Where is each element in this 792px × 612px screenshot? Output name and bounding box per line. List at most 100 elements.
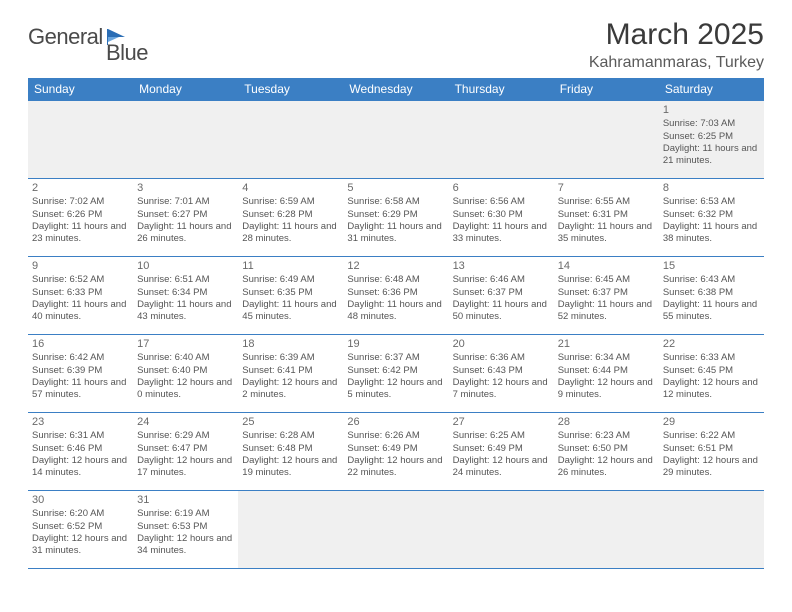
sunrise-label: Sunrise: 6:23 AM <box>558 430 655 442</box>
day-number: 27 <box>453 415 550 429</box>
daylight-label: Daylight: 12 hours and 29 minutes. <box>663 455 760 480</box>
daylight-label: Daylight: 11 hours and 45 minutes. <box>242 299 339 324</box>
daylight-label: Daylight: 11 hours and 57 minutes. <box>32 377 129 402</box>
day-number: 1 <box>663 103 760 117</box>
sunrise-label: Sunrise: 6:43 AM <box>663 274 760 286</box>
day-number: 20 <box>453 337 550 351</box>
day-cell: 9Sunrise: 6:52 AMSunset: 6:33 PMDaylight… <box>28 257 133 335</box>
sunset-label: Sunset: 6:27 PM <box>137 209 234 221</box>
sunset-label: Sunset: 6:30 PM <box>453 209 550 221</box>
sunset-label: Sunset: 6:49 PM <box>453 443 550 455</box>
sunset-label: Sunset: 6:33 PM <box>32 287 129 299</box>
calendar-table: SundayMondayTuesdayWednesdayThursdayFrid… <box>28 78 764 569</box>
empty-cell <box>28 101 133 179</box>
sunrise-label: Sunrise: 6:39 AM <box>242 352 339 364</box>
day-number: 7 <box>558 181 655 195</box>
day-number: 15 <box>663 259 760 273</box>
day-header-row: SundayMondayTuesdayWednesdayThursdayFrid… <box>28 78 764 101</box>
sunrise-label: Sunrise: 6:26 AM <box>347 430 444 442</box>
sunset-label: Sunset: 6:48 PM <box>242 443 339 455</box>
day-number: 13 <box>453 259 550 273</box>
sunset-label: Sunset: 6:31 PM <box>558 209 655 221</box>
daylight-label: Daylight: 11 hours and 31 minutes. <box>347 221 444 246</box>
sunset-label: Sunset: 6:28 PM <box>242 209 339 221</box>
week-row: 30Sunrise: 6:20 AMSunset: 6:52 PMDayligh… <box>28 491 764 569</box>
title-block: March 2025 Kahramanmaras, Turkey <box>589 18 764 72</box>
day-number: 4 <box>242 181 339 195</box>
daylight-label: Daylight: 12 hours and 14 minutes. <box>32 455 129 480</box>
daylight-label: Daylight: 12 hours and 19 minutes. <box>242 455 339 480</box>
empty-cell <box>343 491 448 569</box>
sunset-label: Sunset: 6:34 PM <box>137 287 234 299</box>
day-header: Monday <box>133 78 238 101</box>
daylight-label: Daylight: 12 hours and 12 minutes. <box>663 377 760 402</box>
daylight-label: Daylight: 12 hours and 24 minutes. <box>453 455 550 480</box>
daylight-label: Daylight: 12 hours and 9 minutes. <box>558 377 655 402</box>
day-header: Thursday <box>449 78 554 101</box>
day-number: 30 <box>32 493 129 507</box>
daylight-label: Daylight: 11 hours and 26 minutes. <box>137 221 234 246</box>
sunset-label: Sunset: 6:29 PM <box>347 209 444 221</box>
day-cell: 23Sunrise: 6:31 AMSunset: 6:46 PMDayligh… <box>28 413 133 491</box>
sunrise-label: Sunrise: 6:55 AM <box>558 196 655 208</box>
sunset-label: Sunset: 6:52 PM <box>32 521 129 533</box>
daylight-label: Daylight: 12 hours and 0 minutes. <box>137 377 234 402</box>
sunrise-label: Sunrise: 6:31 AM <box>32 430 129 442</box>
sunrise-label: Sunrise: 6:20 AM <box>32 508 129 520</box>
empty-cell <box>659 491 764 569</box>
location-label: Kahramanmaras, Turkey <box>589 54 764 72</box>
calendar-body: 1Sunrise: 7:03 AMSunset: 6:25 PMDaylight… <box>28 101 764 569</box>
sunset-label: Sunset: 6:39 PM <box>32 365 129 377</box>
week-row: 2Sunrise: 7:02 AMSunset: 6:26 PMDaylight… <box>28 179 764 257</box>
day-cell: 1Sunrise: 7:03 AMSunset: 6:25 PMDaylight… <box>659 101 764 179</box>
sunrise-label: Sunrise: 6:58 AM <box>347 196 444 208</box>
daylight-label: Daylight: 11 hours and 38 minutes. <box>663 221 760 246</box>
empty-cell <box>554 101 659 179</box>
day-number: 8 <box>663 181 760 195</box>
sunset-label: Sunset: 6:25 PM <box>663 131 760 143</box>
day-number: 24 <box>137 415 234 429</box>
day-number: 22 <box>663 337 760 351</box>
daylight-label: Daylight: 12 hours and 31 minutes. <box>32 533 129 558</box>
empty-cell <box>133 101 238 179</box>
day-cell: 4Sunrise: 6:59 AMSunset: 6:28 PMDaylight… <box>238 179 343 257</box>
sunset-label: Sunset: 6:42 PM <box>347 365 444 377</box>
sunrise-label: Sunrise: 6:51 AM <box>137 274 234 286</box>
daylight-label: Daylight: 12 hours and 7 minutes. <box>453 377 550 402</box>
day-cell: 16Sunrise: 6:42 AMSunset: 6:39 PMDayligh… <box>28 335 133 413</box>
day-cell: 31Sunrise: 6:19 AMSunset: 6:53 PMDayligh… <box>133 491 238 569</box>
empty-cell <box>554 491 659 569</box>
day-header: Saturday <box>659 78 764 101</box>
month-title: March 2025 <box>589 18 764 52</box>
sunrise-label: Sunrise: 6:37 AM <box>347 352 444 364</box>
empty-cell <box>238 491 343 569</box>
sunrise-label: Sunrise: 6:28 AM <box>242 430 339 442</box>
logo-blue-row: Blue <box>106 40 156 66</box>
day-header: Friday <box>554 78 659 101</box>
sunrise-label: Sunrise: 6:49 AM <box>242 274 339 286</box>
sunrise-label: Sunrise: 6:33 AM <box>663 352 760 364</box>
day-cell: 8Sunrise: 6:53 AMSunset: 6:32 PMDaylight… <box>659 179 764 257</box>
day-cell: 12Sunrise: 6:48 AMSunset: 6:36 PMDayligh… <box>343 257 448 335</box>
sunrise-label: Sunrise: 6:53 AM <box>663 196 760 208</box>
day-number: 19 <box>347 337 444 351</box>
day-cell: 19Sunrise: 6:37 AMSunset: 6:42 PMDayligh… <box>343 335 448 413</box>
day-header: Sunday <box>28 78 133 101</box>
day-cell: 11Sunrise: 6:49 AMSunset: 6:35 PMDayligh… <box>238 257 343 335</box>
day-cell: 24Sunrise: 6:29 AMSunset: 6:47 PMDayligh… <box>133 413 238 491</box>
day-header: Wednesday <box>343 78 448 101</box>
sunset-label: Sunset: 6:47 PM <box>137 443 234 455</box>
day-cell: 18Sunrise: 6:39 AMSunset: 6:41 PMDayligh… <box>238 335 343 413</box>
sunrise-label: Sunrise: 6:46 AM <box>453 274 550 286</box>
day-number: 9 <box>32 259 129 273</box>
daylight-label: Daylight: 12 hours and 5 minutes. <box>347 377 444 402</box>
day-number: 11 <box>242 259 339 273</box>
daylight-label: Daylight: 11 hours and 55 minutes. <box>663 299 760 324</box>
daylight-label: Daylight: 11 hours and 52 minutes. <box>558 299 655 324</box>
sunrise-label: Sunrise: 6:36 AM <box>453 352 550 364</box>
sunset-label: Sunset: 6:51 PM <box>663 443 760 455</box>
day-cell: 27Sunrise: 6:25 AMSunset: 6:49 PMDayligh… <box>449 413 554 491</box>
day-number: 26 <box>347 415 444 429</box>
daylight-label: Daylight: 12 hours and 22 minutes. <box>347 455 444 480</box>
day-cell: 28Sunrise: 6:23 AMSunset: 6:50 PMDayligh… <box>554 413 659 491</box>
